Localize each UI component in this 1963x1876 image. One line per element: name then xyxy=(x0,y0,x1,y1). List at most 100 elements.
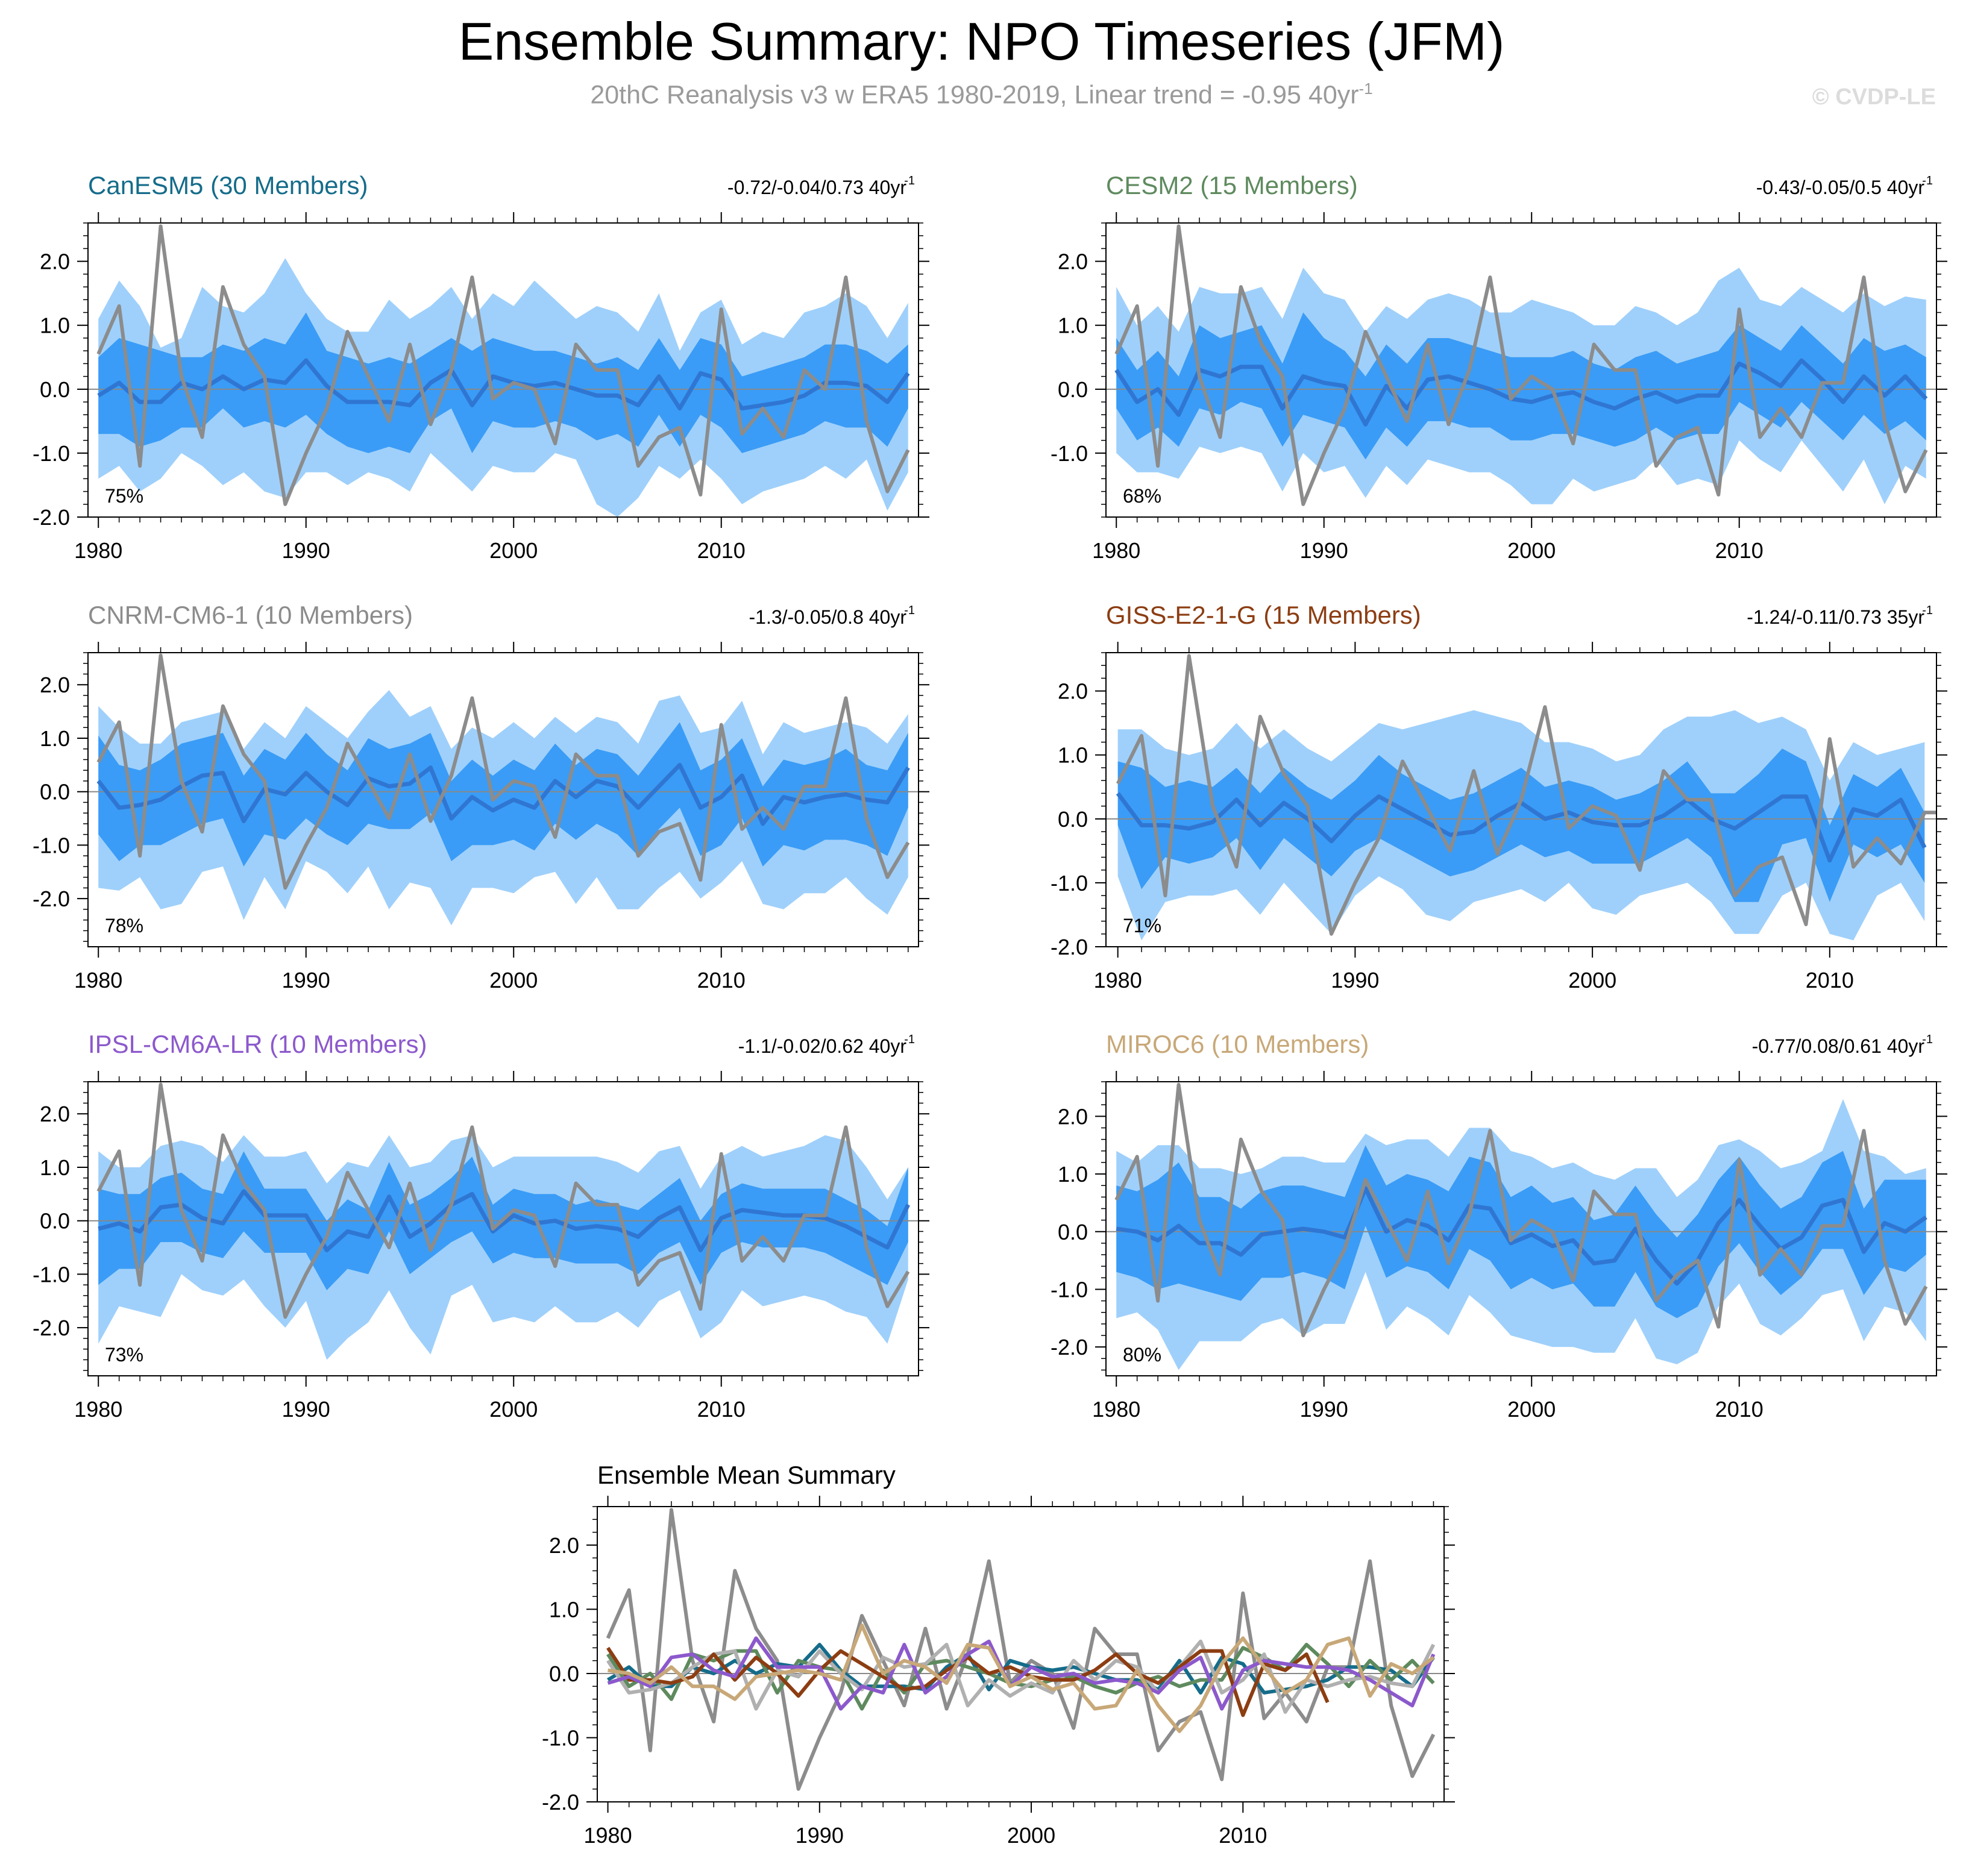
y-tick-label: -1.0 xyxy=(1051,871,1088,896)
x-tick-label: 2000 xyxy=(1568,968,1616,993)
x-tick-label: 2000 xyxy=(489,538,538,563)
x-tick-label: 2010 xyxy=(1219,1823,1267,1848)
x-tick-label: 2000 xyxy=(489,968,538,993)
ensemble-mean-line xyxy=(1114,358,1928,427)
series-line-giss-e2-1-g xyxy=(606,1646,1330,1718)
percent-label: 71% xyxy=(1123,915,1161,936)
y-tick-label: 1.0 xyxy=(1058,313,1088,338)
trend-exponent: -1 xyxy=(904,1033,915,1046)
x-tick-label: 1980 xyxy=(74,968,122,993)
series-line-cesm2 xyxy=(606,1643,1435,1711)
x-tick-label: 1980 xyxy=(1094,968,1142,993)
subtitle-unit-exponent: -1 xyxy=(1358,80,1373,98)
y-tick-label: 2.0 xyxy=(1058,679,1088,704)
y-tick-label: 0.0 xyxy=(549,1661,579,1686)
y-tick-label: 1.0 xyxy=(549,1597,579,1622)
plot-frame xyxy=(87,652,919,947)
x-tick-label: 1990 xyxy=(282,538,330,563)
x-tick-label: 2000 xyxy=(489,1397,538,1422)
y-tick-label: -1.0 xyxy=(542,1725,579,1750)
x-tick-label: 1980 xyxy=(584,1823,632,1848)
plot-area xyxy=(1106,1082,1936,1370)
plot-area xyxy=(88,1082,919,1360)
panel-title: IPSL-CM6A-LR (10 Members) xyxy=(88,1030,427,1058)
subtitle-text: 20thC Reanalysis v3 w ERA5 1980-2019, Li… xyxy=(590,80,1359,110)
y-tick-label: -2.0 xyxy=(1051,1335,1088,1360)
chart-panel-1: -2.0 -1.0 0.0 1.0 2.0 1980 1990 2000 2010 CanESM5… xyxy=(33,171,929,563)
plot-frame xyxy=(1105,222,1937,518)
chart-panel-5: -2.0 -1.0 0.0 1.0 2.0 1980 1990 2000 2010 IPSL-CM… xyxy=(33,1030,929,1422)
trend-label: -0.77/0.08/0.61 40yr xyxy=(1752,1035,1925,1057)
x-tick-label: 2010 xyxy=(697,968,746,993)
x-tick-label: 2010 xyxy=(1715,538,1764,563)
x-tick-label: 2010 xyxy=(1715,1397,1764,1422)
y-tick-label: 2.0 xyxy=(40,673,70,697)
panel-title: CESM2 (15 Members) xyxy=(1106,171,1358,199)
series-line-cnrm-cm6-1 xyxy=(606,1639,1436,1714)
trend-exponent: -1 xyxy=(904,174,915,187)
panel-title: CNRM-CM6-1 (10 Members) xyxy=(88,601,413,629)
trend-label: -1.1/-0.02/0.62 40yr xyxy=(738,1035,907,1057)
chart-panel-2: -1.0 0.0 1.0 2.0 1980 1990 2000 2010 CESM2 (15 M… xyxy=(1051,171,1947,563)
y-tick-label: 0.0 xyxy=(40,780,70,805)
plot-frame xyxy=(1105,1081,1937,1376)
x-tick-label: 2000 xyxy=(1507,1397,1556,1422)
page-subtitle: 20thC Reanalysis v3 w ERA5 1980-2019, Li… xyxy=(0,80,1963,110)
plot-area xyxy=(1106,654,1936,941)
y-tick-label: -2.0 xyxy=(1051,935,1088,959)
x-tick-label: 1980 xyxy=(1092,538,1140,563)
y-tick-label: -2.0 xyxy=(542,1790,579,1815)
page-title: Ensemble Summary: NPO Timeseries (JFM) xyxy=(458,11,1505,71)
percent-label: 80% xyxy=(1123,1344,1161,1366)
x-tick-label: 2000 xyxy=(1507,538,1556,563)
x-tick-label: 1990 xyxy=(1300,538,1348,563)
plot-frame xyxy=(87,222,919,518)
x-tick-label: 1990 xyxy=(1331,968,1379,993)
y-tick-label: 0.0 xyxy=(1058,807,1088,832)
y-tick-label: 0.0 xyxy=(40,377,70,402)
x-tick-label: 2010 xyxy=(697,538,746,563)
x-tick-label: 1990 xyxy=(282,968,330,993)
percent-label: 73% xyxy=(105,1344,143,1366)
panel-title: CanESM5 (30 Members) xyxy=(88,171,368,199)
ensemble-mean-line xyxy=(97,358,910,411)
panel-title: MIROC6 (10 Members) xyxy=(1106,1030,1369,1058)
trend-label: -0.72/-0.04/0.73 40yr xyxy=(727,177,906,198)
trend-label: -1.24/-0.11/0.73 35yr xyxy=(1747,606,1924,628)
panel-title: GISS-E2-1-G (15 Members) xyxy=(1106,601,1421,629)
trend-label: -0.43/-0.05/0.5 40yr xyxy=(1756,177,1925,198)
y-tick-label: -1.0 xyxy=(33,1262,70,1287)
y-tick-label: 1.0 xyxy=(40,1155,70,1180)
percent-label: 68% xyxy=(1123,485,1161,507)
y-tick-label: 0.0 xyxy=(40,1209,70,1234)
panel-title: Ensemble Mean Summary xyxy=(597,1461,896,1489)
plot-frame xyxy=(597,1506,1445,1802)
trend-exponent: -1 xyxy=(904,604,915,617)
observed-line xyxy=(1114,224,1928,506)
y-tick-label: -1.0 xyxy=(33,441,70,466)
y-tick-label: 2.0 xyxy=(549,1533,579,1558)
y-tick-label: 0.0 xyxy=(1058,377,1088,402)
y-tick-label: -2.0 xyxy=(33,1316,70,1340)
y-tick-label: 1.0 xyxy=(40,313,70,338)
plot-area xyxy=(88,224,919,517)
plot-frame xyxy=(87,1081,919,1376)
x-tick-label: 2000 xyxy=(1007,1823,1055,1848)
x-tick-label: 1990 xyxy=(1300,1397,1348,1422)
y-tick-label: 1.0 xyxy=(40,726,70,751)
credit-watermark: © CVDP-LE xyxy=(1812,84,1936,110)
percent-label: 75% xyxy=(105,485,143,507)
ensemble-mean-line xyxy=(96,762,910,826)
y-tick-label: -1.0 xyxy=(1051,441,1088,466)
series-line-ipsl-cm6a-lr xyxy=(607,1636,1436,1711)
plot-area xyxy=(88,653,919,926)
x-tick-label: 1990 xyxy=(796,1823,844,1848)
y-tick-label: -2.0 xyxy=(33,505,70,530)
x-tick-label: 1990 xyxy=(282,1397,330,1422)
y-tick-label: -2.0 xyxy=(33,886,70,911)
x-tick-label: 1980 xyxy=(1092,1397,1140,1422)
trend-label: -1.3/-0.05/0.8 40yr xyxy=(749,606,907,628)
ensemble-mean-line xyxy=(1116,1186,1927,1286)
plot-area xyxy=(1106,224,1936,506)
spread-band-inner xyxy=(98,312,908,453)
